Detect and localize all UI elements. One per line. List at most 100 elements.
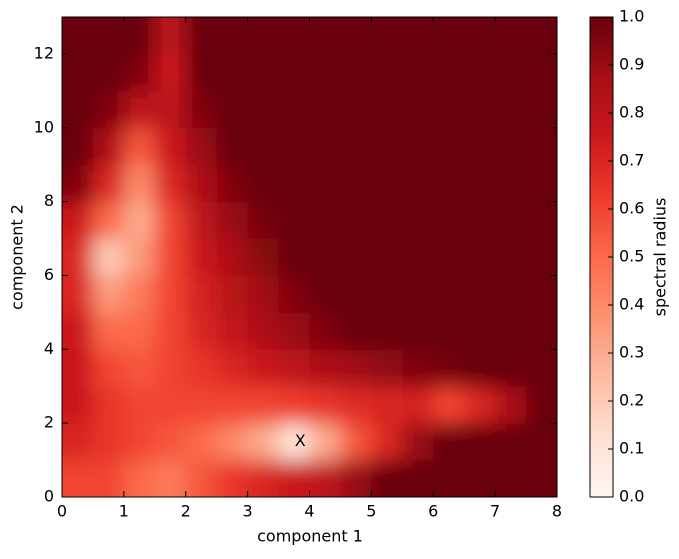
heatmap-cell	[309, 90, 341, 129]
heatmap-cell	[402, 349, 434, 387]
heatmap-cell	[216, 201, 249, 240]
heatmap-cell	[309, 423, 341, 461]
heatmap-cell	[433, 238, 465, 276]
heatmap-cell	[278, 275, 310, 313]
heatmap-cell	[464, 164, 496, 203]
heatmap-cell	[340, 312, 372, 350]
x-tick-label: 1	[119, 502, 129, 521]
heatmap-cell	[92, 460, 125, 497]
heatmap-cell	[526, 90, 557, 129]
heatmap-cell	[495, 312, 527, 350]
heatmap-cell	[216, 386, 249, 424]
heatmap-cell	[92, 423, 125, 461]
heatmap-cell	[340, 386, 372, 424]
heatmap-cell	[185, 17, 218, 55]
heatmap-cell	[216, 423, 249, 461]
heatmap-cell	[92, 17, 125, 55]
heatmap-cell	[526, 460, 557, 497]
heatmap-cell	[154, 423, 187, 461]
heatmap-cell	[278, 423, 310, 461]
heatmap-cell	[216, 53, 249, 92]
heatmap-cell	[62, 201, 94, 240]
heatmap-cell	[154, 127, 187, 166]
heatmap-cell	[185, 164, 218, 203]
heatmap-cell	[123, 312, 156, 350]
heatmap-cell	[526, 201, 557, 240]
heatmap-cell	[185, 312, 218, 350]
heatmap-cell	[62, 17, 94, 55]
heatmap-cell	[526, 423, 557, 461]
heatmap-cell	[464, 127, 496, 166]
heatmap-cell	[495, 275, 527, 313]
heatmap-cell	[464, 349, 496, 387]
heatmap-cell	[62, 164, 94, 203]
heatmap-cell	[62, 312, 94, 350]
heatmap-cell	[402, 423, 434, 461]
heatmap-cell	[185, 460, 218, 497]
heatmap-cell	[154, 17, 187, 55]
heatmap-cell	[123, 17, 156, 55]
heatmap-cell	[185, 275, 218, 313]
heatmap-cell	[278, 17, 310, 55]
colorbar-tick-label: 0.8	[619, 103, 644, 122]
heatmap-cell	[185, 423, 218, 461]
heatmap-cell	[92, 90, 125, 129]
heatmap-cell	[464, 275, 496, 313]
heatmap-cell	[402, 386, 434, 424]
heatmap-cell	[371, 386, 403, 424]
colorbar-tick-label: 0.3	[619, 343, 644, 362]
heatmap-cell	[433, 460, 465, 497]
heatmap-cell	[433, 275, 465, 313]
heatmap-cell	[62, 127, 94, 166]
heatmap-cell	[247, 127, 280, 166]
heatmap-cell	[495, 90, 527, 129]
heatmap-cell	[309, 127, 341, 166]
heatmap-cell	[526, 386, 557, 424]
heatmap-cell	[464, 460, 496, 497]
heatmap-cell	[154, 238, 187, 276]
heatmap-cell	[495, 127, 527, 166]
heatmap-cell	[433, 386, 465, 424]
heatmap-cell	[185, 386, 218, 424]
heatmap-cell	[340, 90, 372, 129]
x-tick-label: 4	[304, 502, 314, 521]
heatmap-cell	[371, 127, 403, 166]
heatmap-cell	[340, 460, 372, 497]
heatmap-cell	[154, 312, 187, 350]
heatmap-cell	[495, 460, 527, 497]
y-tick-label: 10	[34, 117, 54, 136]
colorbar-tick-label: 0.4	[619, 295, 644, 314]
heatmap-cell	[340, 164, 372, 203]
heatmap-cell	[371, 201, 403, 240]
colorbar-tick-label: 1.0	[619, 7, 644, 26]
y-axis-label: component 2	[8, 204, 27, 310]
heatmap-cell	[340, 275, 372, 313]
heatmap-cell	[123, 201, 156, 240]
heatmap-cell	[340, 238, 372, 276]
heatmap-cell	[495, 238, 527, 276]
heatmap-cell	[247, 349, 280, 387]
heatmap-cell	[464, 201, 496, 240]
heatmap-cell	[371, 312, 403, 350]
heatmap-cell	[123, 90, 156, 129]
heatmap-cell	[216, 312, 249, 350]
heatmap-cell	[92, 238, 125, 276]
heatmap-cell	[62, 90, 94, 129]
heatmap-cell	[309, 275, 341, 313]
x-tick-label: 6	[428, 502, 438, 521]
heatmap-cell	[154, 386, 187, 424]
heatmap-cell	[526, 238, 557, 276]
heatmap-cell	[526, 53, 557, 92]
heatmap-cell	[185, 53, 218, 92]
heatmap-cell	[185, 238, 218, 276]
heatmap-cell	[340, 127, 372, 166]
heatmap-cell	[495, 17, 527, 55]
heatmap-cell	[433, 164, 465, 203]
heatmap-cell	[62, 423, 94, 461]
heatmap-cell	[154, 460, 187, 497]
heatmap-cell	[92, 275, 125, 313]
colorbar-label: spectral radius	[651, 198, 670, 317]
heatmap-cell	[526, 275, 557, 313]
heatmap-cell	[216, 238, 249, 276]
heatmap-cell	[216, 17, 249, 55]
